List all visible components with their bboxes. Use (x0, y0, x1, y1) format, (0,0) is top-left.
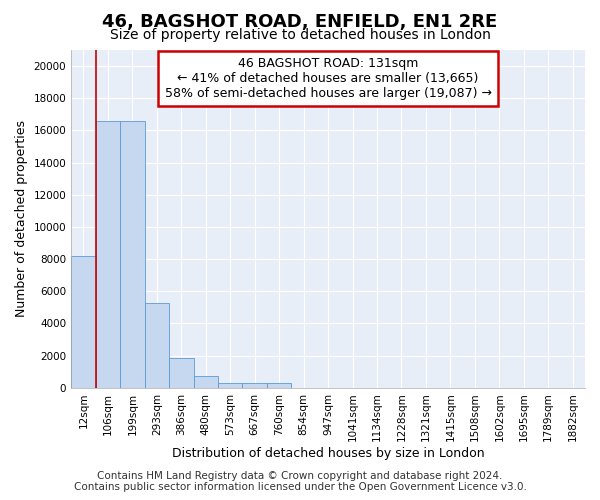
Text: Size of property relative to detached houses in London: Size of property relative to detached ho… (110, 28, 490, 42)
Text: 46, BAGSHOT ROAD, ENFIELD, EN1 2RE: 46, BAGSHOT ROAD, ENFIELD, EN1 2RE (103, 12, 497, 30)
Bar (71, 256, 95, 388)
X-axis label: Distribution of detached houses by size in London: Distribution of detached houses by size … (172, 447, 484, 460)
Bar (120, 121, 145, 388)
Bar (242, 384, 267, 388)
Y-axis label: Number of detached properties: Number of detached properties (15, 120, 28, 318)
Bar (218, 383, 242, 388)
Bar (145, 302, 169, 388)
Bar (267, 384, 292, 388)
Bar (169, 358, 194, 388)
Text: 46 BAGSHOT ROAD: 131sqm
← 41% of detached houses are smaller (13,665)
58% of sem: 46 BAGSHOT ROAD: 131sqm ← 41% of detache… (164, 57, 491, 100)
Bar (194, 376, 218, 388)
Text: Contains HM Land Registry data © Crown copyright and database right 2024.
Contai: Contains HM Land Registry data © Crown c… (74, 471, 526, 492)
Bar (95, 121, 120, 388)
